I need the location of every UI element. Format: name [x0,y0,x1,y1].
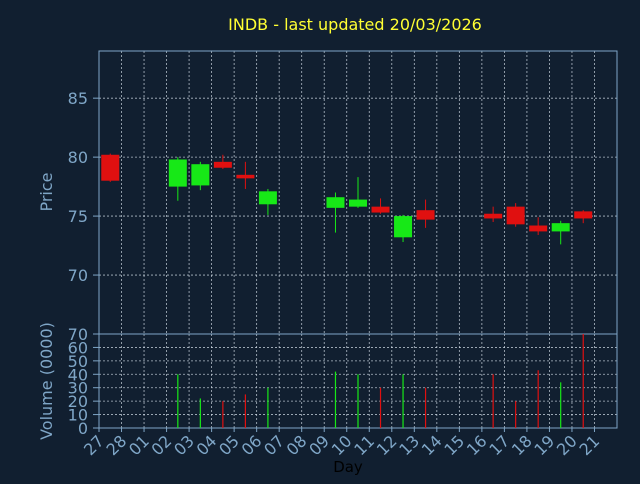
candle [484,206,503,222]
price-tick-label: 75 [68,207,88,226]
candle [349,177,367,208]
candle [529,217,548,235]
price-tick-label: 80 [68,148,88,167]
candle-body [416,210,435,220]
candle [416,199,435,228]
volume-tick-label: 60 [68,338,88,357]
candle-body [326,197,345,208]
candlestick-series [101,153,593,245]
candle-body [168,159,187,187]
volume-axis-label: Volume (0000) [37,322,56,440]
candle-body [236,174,255,179]
candle-body [349,199,367,207]
x-axis-label: Day [333,458,363,476]
candle-body [371,206,390,213]
candle [574,210,593,224]
candle-body [213,161,232,168]
volume-tick-label: 10 [68,406,88,425]
candle-body [484,213,503,219]
candle [236,161,255,189]
candle-body [551,223,570,232]
price-tick-label: 70 [68,266,88,285]
candle-body [574,211,593,219]
candle-body [506,206,525,225]
candle [258,188,277,215]
candle [394,214,413,243]
volume-tick-label: 50 [68,352,88,371]
candle-body [101,154,120,181]
candle [326,192,345,233]
candle [551,220,570,245]
candle-body [529,225,548,232]
volume-tick-label: 70 [68,325,88,344]
candle [371,198,390,214]
price-grid [99,51,617,334]
candle-body [191,164,210,186]
volume-tick-label: 40 [68,365,88,384]
volume-tick-label: 30 [68,379,88,398]
candle [506,203,525,227]
price-tick-label: 85 [68,89,88,108]
volume-series [177,334,584,428]
candle-body [258,191,277,205]
candle [191,161,210,191]
price-axis-label: Price [37,172,56,211]
chart-title: INDB - last updated 20/03/2026 [228,15,482,34]
volume-tick-label: 20 [68,392,88,411]
candle-body [394,216,413,238]
candle [213,154,232,169]
volume-tick-label: 0 [78,419,88,438]
candle [101,153,120,182]
candle [168,157,187,201]
